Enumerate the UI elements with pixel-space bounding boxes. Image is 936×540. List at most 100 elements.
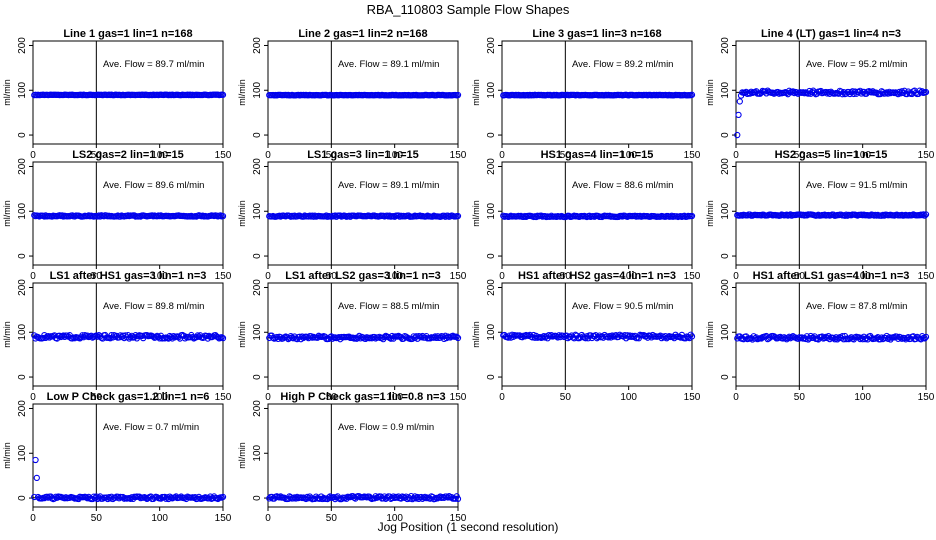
y-tick-label: 200 (17, 158, 28, 175)
x-tick-label: 0 (499, 392, 505, 403)
average-flow-annotation: Ave. Flow = 89.2 ml/min (572, 59, 673, 70)
y-axis-label: ml/min (2, 321, 12, 348)
data-point (688, 91, 696, 98)
average-flow-annotation: Ave. Flow = 95.2 ml/min (806, 59, 907, 70)
panel-title: Low P Check gas=1.2 lin=1 n=6 (47, 391, 210, 403)
x-tick-label: 0 (265, 150, 271, 161)
x-tick-label: 150 (450, 392, 467, 403)
x-tick-label: 50 (560, 271, 572, 282)
data-point (687, 331, 694, 338)
y-tick-label: 100 (486, 202, 497, 219)
y-tick-label: 200 (17, 400, 28, 417)
x-tick-label: 0 (499, 150, 505, 161)
panel-8: HS2 gas=5 lin=1 n=15 0 50 100 150 0 100 200 ml/m… (705, 149, 935, 282)
average-flow-annotation: Ave. Flow = 89.6 ml/min (103, 180, 204, 191)
data-point (454, 495, 462, 502)
y-tick-label: 0 (252, 132, 263, 138)
data-point (922, 333, 930, 341)
plot-frame (32, 403, 224, 508)
y-axis-label: ml/min (705, 200, 715, 227)
x-tick-label: 50 (91, 271, 103, 282)
data-point (219, 91, 227, 98)
x-tick-label: 50 (794, 271, 806, 282)
y-tick-label: 200 (17, 279, 28, 296)
average-flow-annotation: Ave. Flow = 91.5 ml/min (806, 180, 907, 191)
y-tick-label: 100 (486, 81, 497, 98)
x-tick-label: 100 (151, 271, 168, 282)
panel-6: LS1 gas=3 lin=1 n=15 0 50 100 150 0 100 200 ml/m… (237, 149, 467, 282)
data-points (31, 331, 227, 342)
y-axis-label: ml/min (2, 442, 12, 469)
x-tick-label: 100 (854, 392, 871, 403)
x-tick-label: 100 (620, 150, 637, 161)
y-tick-label: 0 (252, 253, 263, 259)
x-tick-label: 50 (326, 513, 338, 524)
x-tick-label: 50 (91, 150, 103, 161)
x-tick-label: 50 (794, 150, 806, 161)
panel-2: Line 2 gas=1 lin=2 n=168 0 50 100 150 0 100 200… (237, 28, 467, 161)
y-tick-label: 200 (252, 158, 263, 175)
average-flow-annotation: Ave. Flow = 89.7 ml/min (103, 59, 204, 70)
y-axis-label: ml/min (705, 321, 715, 348)
y-tick-label: 200 (486, 279, 497, 296)
average-flow-annotation: Ave. Flow = 89.1 ml/min (338, 59, 439, 70)
y-axis-label: ml/min (705, 79, 715, 106)
y-tick-label: 0 (252, 374, 263, 380)
average-flow-annotation: Ave. Flow = 88.5 ml/min (338, 301, 439, 312)
data-point (32, 456, 39, 464)
data-points (266, 212, 462, 220)
y-tick-label: 100 (17, 81, 28, 98)
y-tick-label: 0 (252, 495, 263, 501)
panel-title: High P Check gas=1 lin=0.8 n=3 (280, 391, 445, 403)
y-tick-label: 100 (720, 202, 731, 219)
data-points (31, 456, 227, 503)
x-tick-label: 0 (733, 150, 739, 161)
y-axis-label: ml/min (471, 200, 481, 227)
average-flow-annotation: Ave. Flow = 0.7 ml/min (103, 422, 199, 433)
data-points (266, 492, 462, 503)
y-axis-label: ml/min (471, 321, 481, 348)
data-points (266, 91, 462, 99)
x-tick-label: 150 (450, 513, 467, 524)
y-tick-label: 200 (17, 37, 28, 54)
panel-11: HS1 after HS2 gas=4 lin=1 n=3 0 50 100 150 0 1… (471, 270, 701, 403)
y-tick-label: 100 (17, 444, 28, 461)
y-tick-label: 0 (17, 132, 28, 138)
panel-title: LS1 after LS2 gas=3 lin=1 n=3 (285, 270, 441, 282)
panel-12: HS1 after LS1 gas=4 lin=1 n=3 0 50 100 150 0 1… (705, 270, 935, 403)
average-flow-annotation: Ave. Flow = 88.6 ml/min (572, 180, 673, 191)
x-tick-label: 0 (265, 271, 271, 282)
x-tick-label: 150 (918, 271, 935, 282)
x-tick-label: 100 (386, 513, 403, 524)
y-tick-label: 0 (17, 495, 28, 501)
y-tick-label: 0 (486, 253, 497, 259)
data-point (454, 334, 462, 342)
y-tick-label: 100 (252, 444, 263, 461)
y-tick-label: 200 (252, 37, 263, 54)
average-flow-annotation: Ave. Flow = 87.8 ml/min (806, 301, 907, 312)
y-tick-label: 100 (17, 323, 28, 340)
data-point (304, 493, 311, 501)
y-axis-label: ml/min (2, 79, 12, 106)
y-axis-label: ml/min (2, 200, 12, 227)
data-point (453, 333, 460, 340)
panel-5: LS2 gas=2 lin=1 n=15 0 50 100 150 0 100 200 ml/m… (2, 149, 232, 282)
data-point (736, 98, 743, 105)
x-tick-label: 100 (620, 392, 637, 403)
x-tick-label: 100 (620, 271, 637, 282)
panel-3: Line 3 gas=1 lin=3 n=168 0 50 100 150 0 100 200… (471, 28, 701, 161)
x-axis-label: Jog Position (1 second resolution) (378, 520, 559, 534)
data-points (734, 211, 930, 219)
y-tick-label: 0 (17, 253, 28, 259)
x-tick-label: 150 (450, 271, 467, 282)
x-tick-label: 0 (499, 271, 505, 282)
data-points (31, 91, 227, 99)
y-axis-label: ml/min (471, 79, 481, 106)
data-points (266, 332, 462, 343)
data-point (217, 212, 224, 219)
x-tick-label: 0 (30, 513, 36, 524)
x-tick-label: 50 (560, 392, 572, 403)
data-point (454, 91, 462, 99)
x-tick-label: 0 (265, 513, 271, 524)
